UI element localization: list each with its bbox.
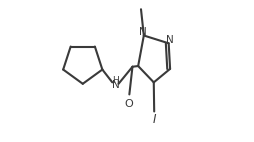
Text: I: I [152,113,155,126]
Text: N: N [138,27,146,37]
Text: O: O [124,99,133,109]
Text: N: N [166,35,173,45]
Text: N: N [111,80,119,90]
Text: H: H [112,76,118,85]
